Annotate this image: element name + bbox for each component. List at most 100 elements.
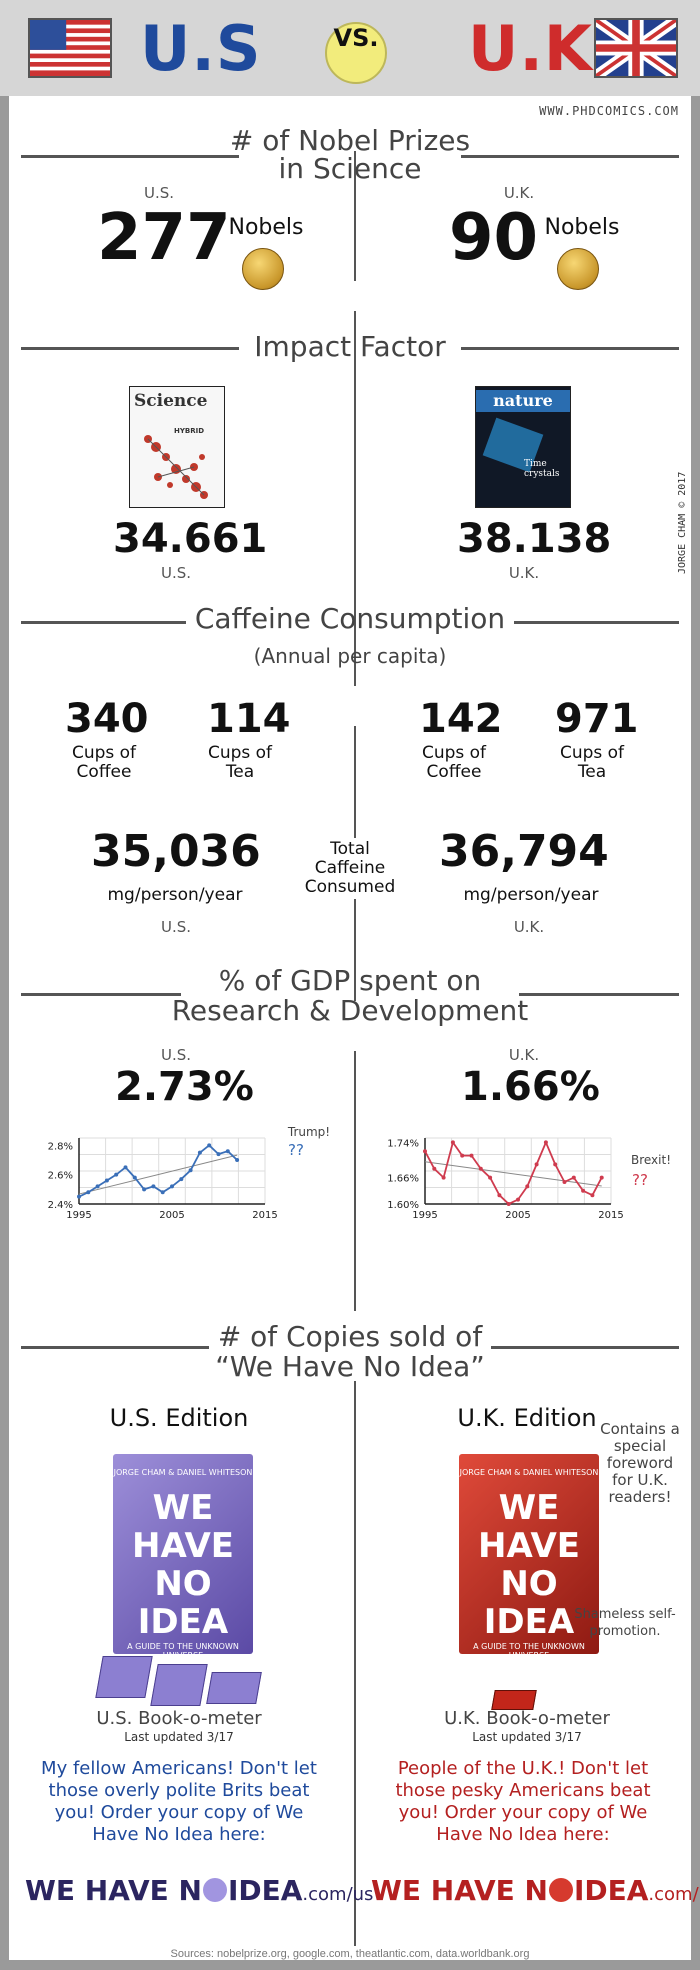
nobel-title-line2: in Science (278, 152, 422, 185)
y-tick-label: 1.66% (387, 1174, 419, 1185)
uk-nobel-unit: Nobels (544, 215, 620, 240)
data-point (516, 1197, 520, 1202)
data-point (423, 1149, 427, 1154)
logo-dot-icon (548, 1878, 573, 1902)
nature-cover: nature Time crystals (475, 386, 571, 508)
data-point (590, 1193, 595, 1198)
us-plea: My fellow Americans! Don't let those ove… (41, 1758, 317, 1845)
copies-title-line1: # of Copies sold of (217, 1320, 483, 1353)
us-label: U.S. (160, 1046, 192, 1064)
section-rule (461, 155, 679, 158)
data-point (95, 1184, 100, 1189)
x-tick-label: 2005 (159, 1210, 184, 1221)
data-point (216, 1152, 221, 1157)
data-point (160, 1190, 165, 1195)
data-point (132, 1175, 137, 1180)
total-unit: mg/person/year (463, 885, 599, 905)
caffeine-subtitle: (Annual per capita) (253, 644, 447, 668)
x-tick-label: 2015 (252, 1210, 277, 1221)
us-flag-icon (28, 18, 112, 78)
uk-book-stack (491, 1690, 537, 1710)
us-coffee-cups: 340 (65, 696, 149, 742)
book-stack (206, 1672, 262, 1704)
us-nobel-count: 277 (97, 201, 231, 275)
us-trump-note: Trump! (287, 1125, 331, 1139)
data-point (450, 1140, 455, 1145)
divider (354, 1051, 356, 1311)
data-point (432, 1166, 437, 1171)
uk-label: U.K. (503, 184, 535, 202)
self-promotion-note: Shameless self-promotion. (574, 1607, 676, 1639)
site-url: WWW.PHDCOMICS.COM (539, 104, 679, 118)
y-tick-label: 2.6% (48, 1171, 73, 1182)
science-masthead: Science (134, 391, 208, 411)
data-point (562, 1180, 567, 1184)
logo-dot-icon (202, 1878, 227, 1902)
uk-coffee-cups: 142 (419, 696, 503, 742)
section-rule (21, 347, 239, 350)
section-rule (519, 993, 679, 996)
divider (354, 151, 356, 281)
data-point (197, 1150, 202, 1155)
x-tick-label: 1995 (66, 1210, 91, 1221)
data-point (179, 1177, 184, 1182)
coffee-label: Cups of Coffee (421, 743, 487, 782)
content-panel: WWW.PHDCOMICS.COM JORGE CHAM © 2017 # of… (9, 96, 700, 1960)
science-cover: Science HYBRID (129, 386, 225, 508)
data-point (599, 1175, 604, 1180)
data-point (188, 1168, 193, 1173)
uk-brexit-note: Brexit! (630, 1153, 672, 1167)
sources: Sources: nobelprize.org, google.com, the… (170, 1948, 530, 1960)
data-point (441, 1175, 446, 1180)
uk-total-caffeine: 36,794 (439, 826, 609, 877)
us-total-caffeine: 35,036 (91, 826, 261, 877)
x-tick-label: 2005 (505, 1210, 530, 1221)
data-point (553, 1162, 558, 1167)
us-book-o-meter: U.S. Book-o-meter (96, 1708, 262, 1729)
data-point (114, 1172, 119, 1177)
data-point (151, 1184, 156, 1189)
artist-signature: JORGE CHAM © 2017 (677, 471, 688, 574)
us-order-link[interactable]: WE HAVE N IDEA.com/us (25, 1874, 374, 1907)
us-updated: Last updated 3/17 (124, 1730, 234, 1744)
data-point (543, 1140, 548, 1145)
uk-rd-percent: 1.66% (461, 1064, 600, 1110)
total-caffeine-label: Total Caffeine Consumed (295, 838, 405, 899)
data-point (77, 1194, 81, 1199)
us-question-marks: ?? (288, 1141, 304, 1159)
nobel-medal-icon (242, 248, 284, 290)
us-nobel-unit: Nobels (228, 215, 304, 240)
trend-line (424, 1161, 602, 1187)
data-point (534, 1162, 539, 1167)
data-point (525, 1184, 530, 1189)
rd-title-line2: Research & Development (171, 994, 529, 1027)
uk-nobel-count: 90 (449, 201, 539, 275)
header: U.S VS. U.K. (0, 0, 700, 96)
y-tick-label: 2.4% (48, 1200, 73, 1211)
section-rule (514, 621, 679, 624)
tea-label: Cups of Tea (559, 743, 625, 782)
trend-line (78, 1154, 238, 1195)
us-book-cover: JORGE CHAM & DANIEL WHITESON WE HAVE NO … (113, 1454, 253, 1660)
x-tick-label: 2015 (598, 1210, 623, 1221)
uk-book-cover: JORGE CHAM & DANIEL WHITESON WE HAVE NO … (459, 1454, 599, 1660)
data-point (225, 1149, 230, 1154)
uk-rd-chart: 1.60% 1.66% 1.74% 1995 2005 2015 (387, 1137, 624, 1221)
us-label: U.S. (143, 184, 175, 202)
data-point (170, 1184, 174, 1189)
data-point (460, 1153, 465, 1158)
data-point (478, 1166, 483, 1171)
uk-heading: U.K. (468, 12, 618, 85)
uk-question-marks: ?? (632, 1171, 648, 1189)
data-point (571, 1175, 576, 1180)
us-rd-chart: 2.4% 2.6% 2.8% 1995 2005 2015 (48, 1137, 278, 1221)
section-rule (21, 1346, 209, 1349)
nobel-medal-icon (557, 248, 599, 290)
uk-label: U.K. (508, 564, 540, 582)
uk-updated: Last updated 3/17 (472, 1730, 582, 1744)
divider (354, 1381, 356, 1946)
uk-label: U.K. (508, 1046, 540, 1064)
us-edition-label: U.S. Edition (109, 1404, 249, 1432)
